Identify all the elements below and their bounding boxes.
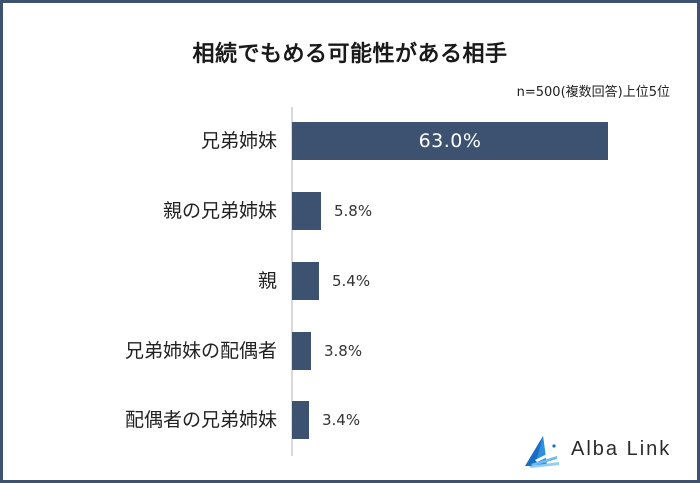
bar-row: 配偶者の兄弟姉妹 3.4%: [3, 401, 697, 439]
value-label: 3.4%: [322, 411, 361, 429]
bar-row: 親の兄弟姉妹 5.8%: [3, 192, 697, 230]
bar: [292, 401, 309, 439]
category-label: 親: [257, 270, 277, 292]
value-label: 5.4%: [332, 272, 371, 290]
value-label: 3.8%: [324, 342, 363, 360]
bar-row: 兄弟姉妹 63.0%: [3, 122, 697, 160]
bar: [292, 192, 321, 230]
category-label: 親の兄弟姉妹: [162, 200, 277, 222]
value-label: 5.8%: [334, 202, 373, 220]
brand-name: Alba Link: [571, 438, 672, 460]
value-label: 63.0%: [418, 130, 482, 152]
bar: 63.0%: [292, 122, 608, 160]
bar-row: 兄弟姉妹の配偶者 3.8%: [3, 332, 697, 370]
bar: [292, 262, 319, 300]
sample-note: n=500(複数回答)上位5位: [516, 85, 670, 100]
chart-title: 相続でもめる可能性がある相手: [192, 42, 508, 67]
category-label: 兄弟姉妹の配偶者: [124, 340, 277, 362]
alba-link-logo-icon: [525, 436, 559, 468]
category-label: 兄弟姉妹: [200, 130, 277, 152]
bar-row: 親 5.4%: [3, 262, 697, 300]
bar: [292, 332, 311, 370]
brand-logo: Alba Link: [523, 434, 683, 468]
chart-frame: 相続でもめる可能性がある相手 n=500(複数回答)上位5位 兄弟姉妹 63.0%…: [3, 3, 697, 480]
category-label: 配偶者の兄弟姉妹: [124, 409, 277, 431]
